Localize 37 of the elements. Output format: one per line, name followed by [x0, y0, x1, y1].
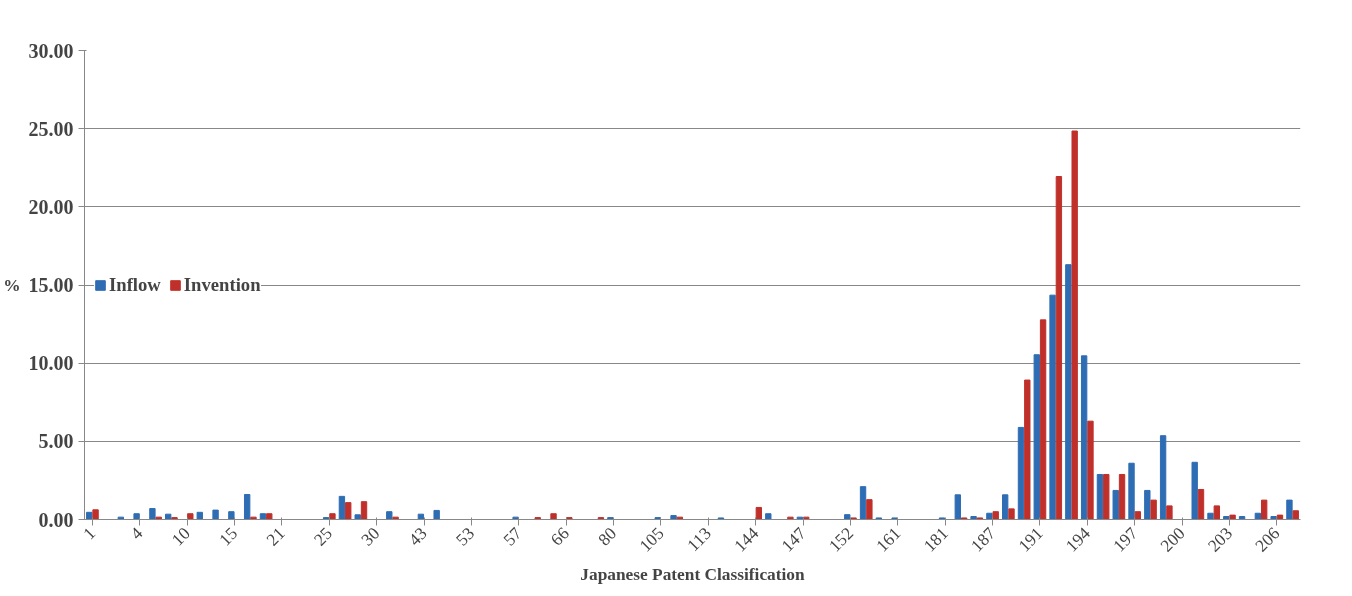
legend-label: Invention: [183, 273, 261, 296]
x-tick-label: 206: [1251, 523, 1284, 556]
x-tick-label: 43: [405, 523, 431, 550]
x-tick-label: 15: [215, 523, 242, 550]
x-tick-label: 21: [262, 523, 289, 550]
y-tick-label: 25.00: [28, 117, 74, 140]
x-tick-label: 80: [594, 523, 621, 550]
y-tick-label: 10.00: [28, 352, 74, 375]
y-tick-label: 15.00: [28, 274, 74, 296]
y-tick-label: 5.00: [38, 430, 74, 453]
y-tick-label: 20.00: [28, 195, 74, 218]
x-tick-label: 10: [168, 523, 194, 550]
x-axis-title: Japanese Patent Classification: [580, 564, 806, 584]
x-tick-label: 57: [499, 523, 526, 550]
x-tick-label: 203: [1204, 523, 1237, 556]
x-tick-label: 200: [1156, 523, 1189, 556]
y-tick-label: 0.00: [38, 508, 74, 531]
x-tick-label: 30: [357, 523, 384, 550]
y-tick-label: 30.00: [28, 39, 74, 62]
x-tick-label: 105: [635, 523, 668, 556]
x-tick-label: 197: [1109, 523, 1142, 556]
x-tick-label: 181: [920, 523, 952, 556]
x-tick-label: 1: [79, 523, 100, 544]
x-tick-label: 66: [547, 523, 574, 550]
legend-label: Inflow: [109, 273, 161, 296]
x-tick-label: 187: [967, 523, 1000, 556]
x-tick-label: 191: [1014, 523, 1047, 556]
x-tick-label: 25: [310, 523, 336, 550]
x-tick-label: 144: [730, 523, 763, 556]
x-tick-label: 152: [825, 523, 858, 556]
x-tick-label: 147: [777, 523, 810, 556]
x-tick-label: 194: [1062, 523, 1095, 556]
x-tick-label: 113: [683, 523, 716, 556]
y-axis-title: %: [3, 275, 21, 295]
x-tick-label: 161: [872, 523, 905, 556]
x-tick-label: 53: [452, 523, 479, 550]
x-tick-label: 4: [126, 523, 147, 544]
